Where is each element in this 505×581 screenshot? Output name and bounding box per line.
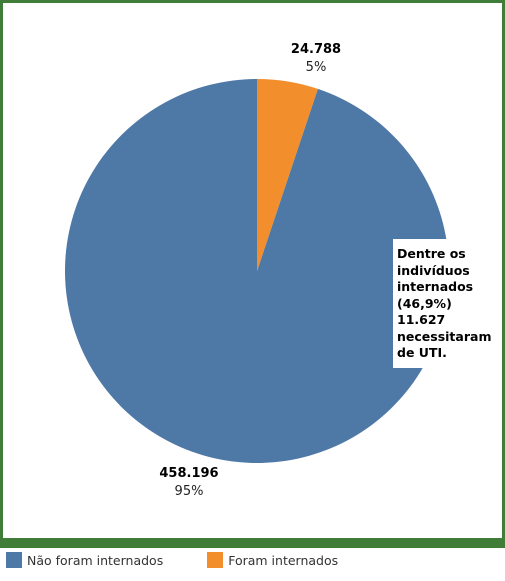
legend-swatch: [207, 552, 224, 568]
legend-item-nao-foram-internados: Não foram internados: [6, 552, 163, 568]
pie-chart: [64, 79, 449, 463]
slice-foram-internados: [257, 79, 318, 271]
value-percent: 5%: [305, 60, 327, 75]
frame-bottom-bar: [0, 541, 505, 548]
value-percent: 95%: [174, 484, 204, 499]
value-label-foram-internados: 24.788 5%: [291, 41, 341, 77]
legend-label: Foram internados: [228, 552, 339, 568]
annotation-box: Dentre os indivíduos internados (46,9%) …: [393, 239, 497, 368]
legend-label: Não foram internados: [27, 552, 164, 568]
value-label-nao-foram-internados: 458.196 95%: [159, 465, 218, 501]
slice-nao-foram-internados: [64, 79, 449, 463]
value-number: 24.788: [290, 42, 342, 57]
legend-swatch: [6, 552, 22, 568]
legend: Não foram internados Foram internados: [6, 551, 338, 569]
legend-item-foram-internados: Foram internados: [207, 552, 338, 568]
value-number: 458.196: [159, 466, 219, 481]
